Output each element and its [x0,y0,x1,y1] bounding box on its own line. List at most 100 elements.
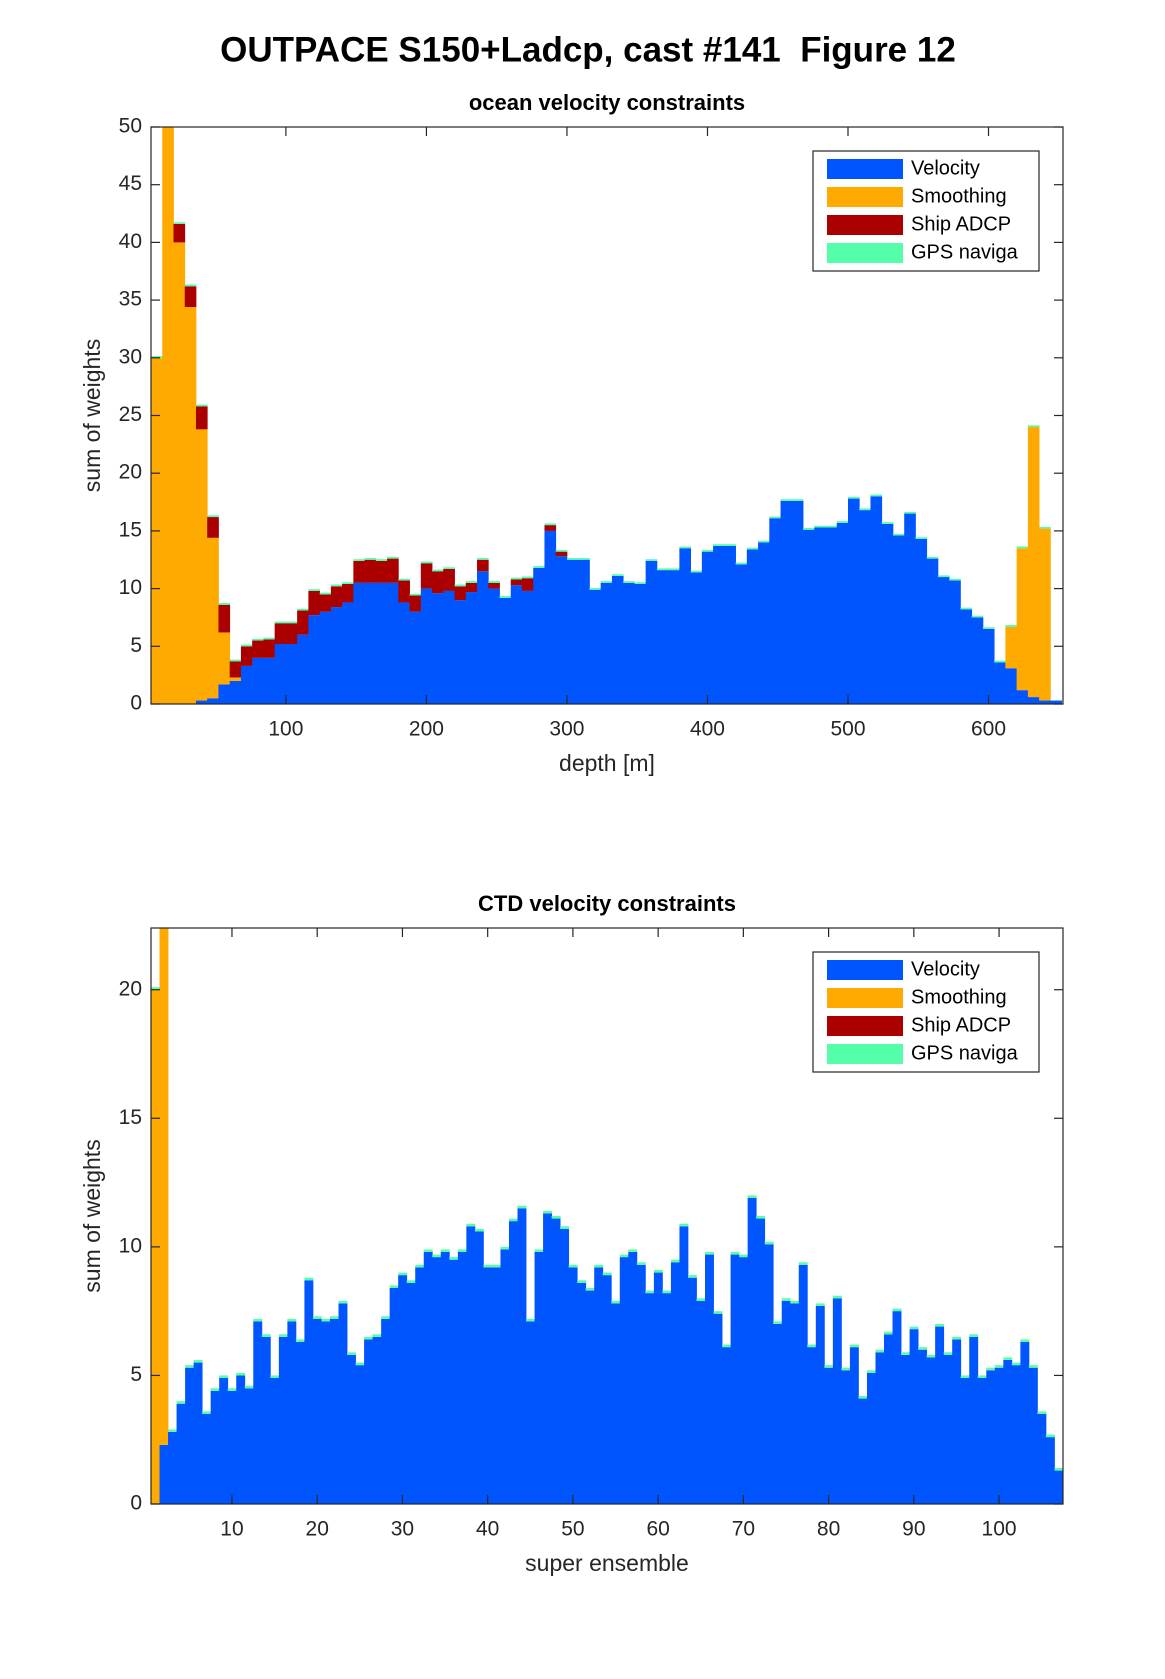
bar-segment [662,1290,672,1294]
bar-segment [909,1329,919,1504]
bar-segment [454,586,467,601]
bar-segment [240,665,253,704]
bar-segment [420,561,433,564]
bar-segment [687,1275,697,1278]
bar-segment [236,1372,246,1376]
bar-segment [218,604,231,633]
bar-segment [173,223,186,243]
bar-segment [440,1252,450,1504]
bar-segment [193,1360,203,1363]
bar-segment [1045,1434,1055,1438]
bar-segment [184,307,197,704]
bar-segment [263,637,276,640]
bar-segment [594,1264,604,1268]
bar-segment [308,590,321,616]
bar-segment [1054,1470,1063,1504]
legend-label: Velocity [911,958,980,980]
bar-segment [193,1362,203,1504]
bar-segment [218,632,231,685]
bar-segment [875,1352,885,1504]
bar-segment [859,508,871,511]
bar-segment [185,1367,195,1504]
y-tick-label: 15 [119,1106,142,1129]
bar-segment [353,560,365,583]
bar-segment [342,602,354,704]
bar-segment [1005,626,1018,669]
bar-segment [229,680,242,704]
bar-segment [526,1318,535,1322]
bar-segment [769,518,781,704]
bar-segment [960,1375,970,1378]
bar-segment [926,556,939,559]
bar-segment [488,588,500,704]
x-axis-label: depth [m] [559,750,655,776]
bar-segment [937,577,950,704]
plot-area [151,127,1062,704]
bar-segment [982,628,995,704]
bar-segment [566,559,579,704]
bar-segment [1039,700,1051,704]
bar-segment [994,662,1006,704]
bar-segment [1020,1339,1030,1342]
bar-segment [1028,1367,1038,1504]
bar-segment [510,585,523,704]
bar-segment [847,498,860,704]
bar-segment [841,1367,851,1371]
bar-segment [807,1347,817,1504]
bar-segment [466,1223,476,1227]
bar-segment [159,1444,169,1504]
bar-segment [769,516,781,519]
bar-segment [969,1334,979,1337]
bar-segment [713,544,725,546]
bar-segment [952,1339,962,1504]
bar-segment [619,1254,629,1258]
y-tick-label: 15 [119,518,142,541]
bar-segment [252,657,264,704]
bar-segment [319,594,332,612]
bar-segment [432,1257,442,1504]
bar-segment [952,1336,962,1340]
bar-segment [884,1331,893,1335]
bar-segment [508,1221,518,1504]
bar-segment [364,582,377,704]
bar-segment [653,1270,663,1273]
legend-swatch [827,1016,903,1036]
bar-segment [814,527,826,704]
bar-segment [355,1365,365,1504]
bar-segment [533,567,545,704]
bar-segment [521,576,534,579]
bar-segment [585,1290,595,1504]
legend-label: Ship ADCP [911,213,1011,235]
bar-segment [270,1378,280,1504]
bar-segment [409,593,422,596]
legend-swatch [827,243,903,263]
bar-segment [244,1388,254,1504]
bar-segment [432,571,444,594]
bar-segment [491,1264,501,1268]
bar-segment [329,1316,339,1319]
bar-segment [321,1321,331,1504]
bar-segment [926,558,939,704]
x-tick-label: 200 [409,718,444,741]
bar-segment [798,1262,808,1265]
bar-segment [263,657,276,704]
bar-segment [338,1303,348,1504]
bar-segment [423,1249,433,1252]
bar-segment [521,578,534,591]
bar-segment [1003,1360,1013,1504]
bar-segment [1027,697,1040,704]
bar-segment [568,1264,578,1268]
y-tick-label: 45 [119,172,142,195]
bar-segment [971,615,984,618]
bar-segment [477,571,489,704]
bar-segment [858,1396,868,1399]
bar-segment [477,558,489,560]
bar-segment [330,586,343,608]
bar-segment [746,547,759,550]
bar-segment [705,1254,714,1504]
bar-segment [611,575,624,704]
bar-segment [240,646,253,666]
bar-segment [935,1324,945,1327]
bar-segment [836,522,849,704]
bar-segment [285,643,298,704]
